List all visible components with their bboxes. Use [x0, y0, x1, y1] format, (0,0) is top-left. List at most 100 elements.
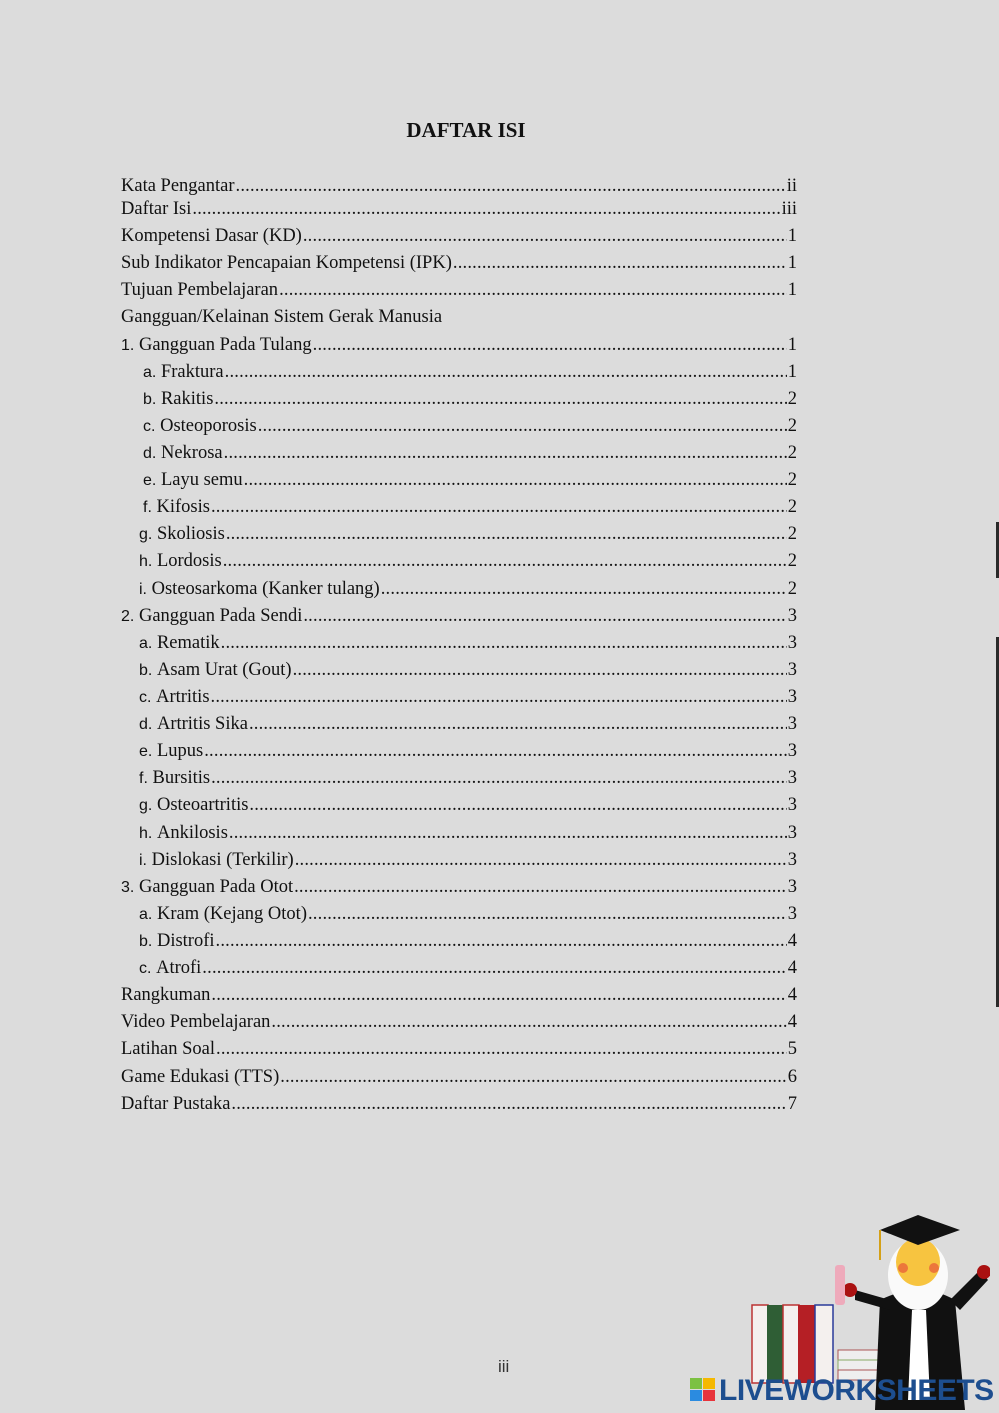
toc-entry-number: g. [139, 526, 153, 544]
toc-entry-page: 4 [787, 985, 797, 1006]
toc-entry-page: 1 [787, 280, 797, 301]
toc-entry-number: i. [139, 851, 147, 869]
toc-entry[interactable]: 1. Gangguan Pada Tulang 1 [121, 333, 797, 360]
toc-entry-label: Sub Indikator Pencapaian Kompetensi (IPK… [121, 253, 452, 274]
dot-leader [211, 495, 787, 519]
toc-entry-label: Daftar Pustaka [121, 1093, 231, 1114]
toc-entry-number: b. [139, 932, 153, 950]
toc-entry-page: 3 [787, 822, 797, 843]
toc-entry[interactable]: a. Kram (Kejang Otot) 3 [121, 902, 797, 929]
toc-entry-number: a. [143, 363, 157, 381]
toc-entry-page: 3 [787, 795, 797, 816]
toc-entry-page: 4 [787, 1012, 797, 1033]
toc-entry[interactable]: e. Layu semu 2 [121, 468, 797, 495]
toc-entry-page: 6 [787, 1066, 797, 1087]
toc-entry[interactable]: Video Pembelajaran 4 [121, 1010, 797, 1037]
dot-leader [249, 712, 787, 736]
toc-entry[interactable]: i. Dislokasi (Terkilir) 3 [121, 848, 797, 875]
toc-entry-page: 2 [787, 470, 797, 491]
toc-entry-number: d. [143, 444, 157, 462]
toc-entry-number: c. [139, 960, 152, 978]
toc-entry-label: Osteoporosis [160, 415, 257, 436]
toc-entry[interactable]: Tujuan Pembelajaran 1 [121, 278, 797, 305]
toc-entry[interactable]: e. Lupus 3 [121, 739, 797, 766]
toc-entry-number: h. [139, 824, 153, 842]
toc-entry-number: h. [139, 553, 153, 571]
toc-entry-label: Video Pembelajaran [121, 1012, 271, 1033]
toc-entry[interactable]: g. Skoliosis 2 [121, 522, 797, 549]
toc-entry-page: 5 [787, 1039, 797, 1060]
toc-entry[interactable]: b. Asam Urat (Gout) 3 [121, 658, 797, 685]
toc-entry[interactable]: Daftar Pustaka 7 [121, 1092, 797, 1119]
toc-entry-label: Kata Pengantar [121, 176, 235, 196]
toc-entry-page: 2 [787, 415, 797, 436]
toc-entry-page: 7 [787, 1093, 797, 1114]
toc-entry[interactable]: Game Edukasi (TTS) 6 [121, 1065, 797, 1092]
toc-entry-label: Gangguan/Kelainan Sistem Gerak Manusia [121, 307, 443, 328]
toc-entry[interactable]: f. Bursitis 3 [121, 766, 797, 793]
toc-entry[interactable]: c. Osteoporosis 2 [121, 414, 797, 441]
toc-entry-page: 3 [787, 876, 797, 897]
toc-entry[interactable]: a. Rematik 3 [121, 631, 797, 658]
toc-entry[interactable]: h. Ankilosis 3 [121, 821, 797, 848]
toc-entry-number: e. [143, 472, 157, 490]
toc-entry[interactable]: f. Kifosis 2 [121, 495, 797, 522]
toc-entry[interactable]: Kata Pengantar ii [121, 174, 797, 197]
toc-entry-page: 3 [787, 741, 797, 762]
dot-leader [294, 875, 787, 899]
toc-entry[interactable]: i. Osteosarkoma (Kanker tulang) 2 [121, 577, 797, 604]
toc-entry[interactable]: Rangkuman 4 [121, 983, 797, 1010]
toc-entry[interactable]: g. Osteoartritis 3 [121, 793, 797, 820]
dot-leader [211, 983, 786, 1007]
toc-entry[interactable]: Latihan Soal 5 [121, 1037, 797, 1064]
toc-entry[interactable]: c. Artritis 3 [121, 685, 797, 712]
dot-leader [231, 1092, 786, 1116]
mascot-icon [835, 1215, 990, 1410]
toc-entry[interactable]: b. Rakitis 2 [121, 387, 797, 414]
toc-entry-page: 2 [787, 442, 797, 463]
toc-entry-label: Kompetensi Dasar (KD) [121, 226, 302, 247]
toc-entry-page: 4 [787, 958, 797, 979]
toc-entry-label: Lordosis [156, 551, 222, 572]
toc-entry-number: f. [143, 499, 152, 517]
toc-entry-page: 4 [787, 930, 797, 951]
toc-entry[interactable]: b. Distrofi 4 [121, 929, 797, 956]
toc-entry[interactable]: Daftar Isi iii [121, 197, 797, 224]
books-icon [751, 1304, 884, 1384]
toc-entry-label: Rakitis [160, 388, 214, 409]
dot-leader [202, 956, 786, 980]
toc-entry[interactable]: Kompetensi Dasar (KD) 1 [121, 224, 797, 251]
toc-entry[interactable]: Gangguan/Kelainan Sistem Gerak Manusia [121, 305, 797, 332]
toc-entry-page: 3 [787, 686, 797, 707]
toc-entry[interactable]: Sub Indikator Pencapaian Kompetensi (IPK… [121, 251, 797, 278]
toc-entry-label: Atrofi [156, 958, 202, 979]
toc-entry[interactable]: 3. Gangguan Pada Otot 3 [121, 875, 797, 902]
toc-entry[interactable]: a. Fraktura 1 [121, 360, 797, 387]
toc-entry-label: Osteoartritis [156, 795, 249, 816]
toc-entry[interactable]: d. Artritis Sika 3 [121, 712, 797, 739]
toc-entry-label: Osteosarkoma (Kanker tulang) [151, 578, 380, 599]
toc-entry[interactable]: 2. Gangguan Pada Sendi 3 [121, 604, 797, 631]
toc-entry-label: Kram (Kejang Otot) [156, 903, 307, 924]
dot-leader [271, 1010, 786, 1034]
toc-title: DAFTAR ISI [406, 118, 526, 142]
toc-entry-number: a. [139, 905, 153, 923]
dot-leader [216, 929, 787, 953]
toc-entry[interactable]: c. Atrofi 4 [121, 956, 797, 983]
toc-entry-label: Asam Urat (Gout) [156, 659, 292, 680]
toc-entry-label: Lupus [156, 741, 204, 762]
liveworksheets-watermark: LIVEWORKSHEETS [719, 1374, 994, 1407]
dot-leader [204, 739, 787, 763]
toc-entry-page: 1 [787, 253, 797, 274]
dot-leader [293, 658, 787, 682]
toc-entry-label: Dislokasi (Terkilir) [151, 849, 294, 870]
dot-leader [211, 766, 787, 790]
toc-entry[interactable]: d. Nekrosa 2 [121, 441, 797, 468]
dot-leader [226, 522, 787, 546]
toc-entry-label: Artritis [156, 686, 210, 707]
dot-leader [313, 333, 787, 357]
dot-leader [221, 631, 787, 655]
toc-entry[interactable]: h. Lordosis 2 [121, 549, 797, 576]
toc-entry-label: Latihan Soal [121, 1039, 216, 1060]
toc-entry-page: 2 [787, 551, 797, 572]
